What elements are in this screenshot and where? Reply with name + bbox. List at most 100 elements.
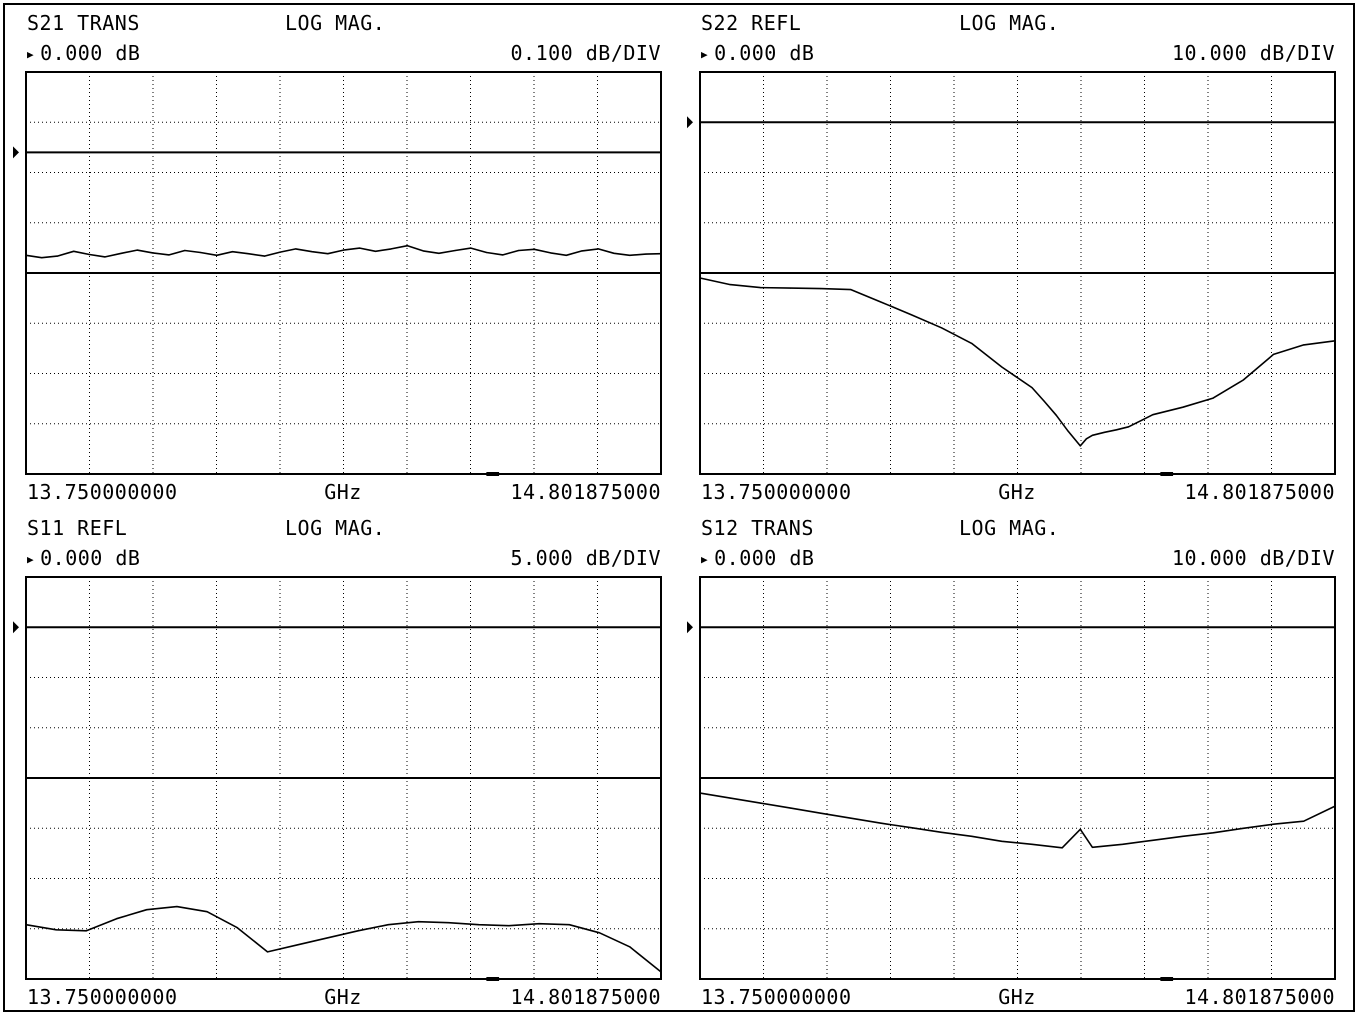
trace-title: S21 TRANS bbox=[27, 11, 140, 35]
plot-area bbox=[13, 71, 662, 476]
data-point bbox=[729, 797, 731, 799]
reference-marker-icon bbox=[13, 146, 19, 159]
format-label: LOG MAG. bbox=[285, 11, 386, 35]
data-point bbox=[56, 255, 59, 257]
data-point bbox=[1079, 828, 1081, 830]
data-point bbox=[533, 248, 535, 250]
data-point bbox=[1031, 387, 1033, 389]
scale-label: 5.000 dB/DIV bbox=[510, 546, 661, 570]
data-point bbox=[1043, 400, 1045, 402]
reference-arrow-icon: ▶ bbox=[701, 553, 709, 566]
data-point bbox=[422, 250, 424, 252]
data-point bbox=[1272, 353, 1275, 355]
data-point bbox=[1091, 846, 1093, 848]
data-point bbox=[406, 245, 409, 247]
reference-value: 0.000 dB bbox=[40, 41, 141, 65]
reference-marker-icon bbox=[687, 621, 693, 634]
chart-panel-s21: S21 TRANS LOG MAG. ▶ 0.000 dB 0.100 dB/DIV 13… bbox=[0, 0, 676, 505]
data-point bbox=[971, 342, 973, 344]
data-point bbox=[168, 254, 170, 256]
reference-arrow-icon: ▶ bbox=[27, 48, 35, 61]
data-point bbox=[266, 951, 269, 953]
data-point bbox=[104, 256, 106, 258]
data-point bbox=[645, 253, 647, 255]
data-point bbox=[699, 277, 701, 279]
data-point bbox=[120, 252, 122, 254]
data-point bbox=[88, 253, 90, 256]
data-point bbox=[1079, 445, 1081, 447]
stop-frequency-label: 14.801875000 bbox=[510, 985, 661, 1009]
data-point bbox=[1067, 430, 1069, 432]
data-point bbox=[25, 254, 27, 256]
frequency-unit-label: GHz bbox=[998, 480, 1036, 504]
data-point bbox=[660, 971, 662, 973]
data-point bbox=[152, 252, 154, 254]
data-point bbox=[478, 924, 480, 926]
data-point bbox=[247, 253, 249, 255]
data-point bbox=[206, 911, 208, 913]
reference-value: 0.000 dB bbox=[714, 41, 815, 65]
data-point bbox=[263, 255, 266, 257]
data-point bbox=[1152, 839, 1154, 841]
data-point bbox=[146, 909, 148, 911]
data-point bbox=[486, 251, 488, 254]
data-point bbox=[1242, 379, 1244, 381]
data-point bbox=[387, 924, 389, 926]
data-point bbox=[508, 925, 510, 927]
stop-frequency-label: 14.801875000 bbox=[1184, 480, 1335, 504]
data-point bbox=[940, 327, 943, 329]
data-point bbox=[231, 251, 234, 253]
data-point bbox=[470, 247, 472, 249]
data-point bbox=[1061, 847, 1063, 849]
data-point bbox=[629, 946, 631, 948]
data-point bbox=[1122, 843, 1124, 845]
data-point bbox=[448, 922, 450, 924]
trace-title: S12 TRANS bbox=[701, 516, 814, 540]
reference-label: ▶ 0.000 dB bbox=[701, 547, 814, 571]
frequency-unit-label: GHz bbox=[324, 480, 362, 504]
reference-value: 0.000 dB bbox=[714, 546, 815, 570]
plot-area bbox=[13, 576, 662, 981]
data-point bbox=[820, 812, 822, 814]
data-point bbox=[73, 250, 75, 252]
data-point bbox=[538, 923, 540, 925]
data-point bbox=[850, 817, 852, 819]
data-point bbox=[1334, 340, 1336, 342]
data-point bbox=[116, 918, 118, 920]
data-point bbox=[699, 792, 701, 794]
data-point bbox=[518, 249, 520, 252]
data-point bbox=[850, 289, 852, 291]
reference-label: ▶ 0.000 dB bbox=[27, 547, 140, 571]
data-point bbox=[327, 253, 329, 255]
data-point bbox=[1128, 426, 1130, 428]
chart-panel-s12: S12 TRANS LOG MAG. ▶ 0.000 dB 10.000 dB/DIV 1… bbox=[674, 505, 1350, 1010]
plot-area bbox=[687, 576, 1336, 981]
plot-area bbox=[687, 71, 1336, 476]
data-point bbox=[327, 937, 329, 939]
data-point bbox=[565, 254, 567, 256]
instrument-display bbox=[3, 3, 1355, 1012]
data-point bbox=[1103, 431, 1106, 433]
data-point bbox=[581, 250, 583, 252]
reference-arrow-icon: ▶ bbox=[27, 553, 35, 566]
reference-marker-icon bbox=[13, 621, 19, 634]
data-point bbox=[85, 930, 87, 932]
data-point bbox=[41, 257, 43, 259]
data-point bbox=[1031, 843, 1033, 845]
reference-value: 0.000 dB bbox=[40, 546, 141, 570]
data-point bbox=[136, 249, 138, 251]
start-frequency-label: 13.750000000 bbox=[27, 985, 178, 1009]
data-point bbox=[359, 247, 361, 249]
data-point bbox=[1152, 414, 1154, 416]
scale-label: 10.000 dB/DIV bbox=[1171, 546, 1335, 570]
data-point bbox=[1334, 805, 1336, 807]
data-point bbox=[550, 252, 552, 254]
frequency-unit-label: GHz bbox=[324, 985, 362, 1009]
data-point bbox=[1182, 835, 1184, 837]
data-point bbox=[279, 251, 281, 253]
data-point bbox=[790, 287, 792, 289]
data-point bbox=[1001, 840, 1003, 842]
start-frequency-label: 13.750000000 bbox=[701, 985, 852, 1009]
data-point bbox=[176, 906, 178, 908]
data-point bbox=[759, 287, 761, 289]
